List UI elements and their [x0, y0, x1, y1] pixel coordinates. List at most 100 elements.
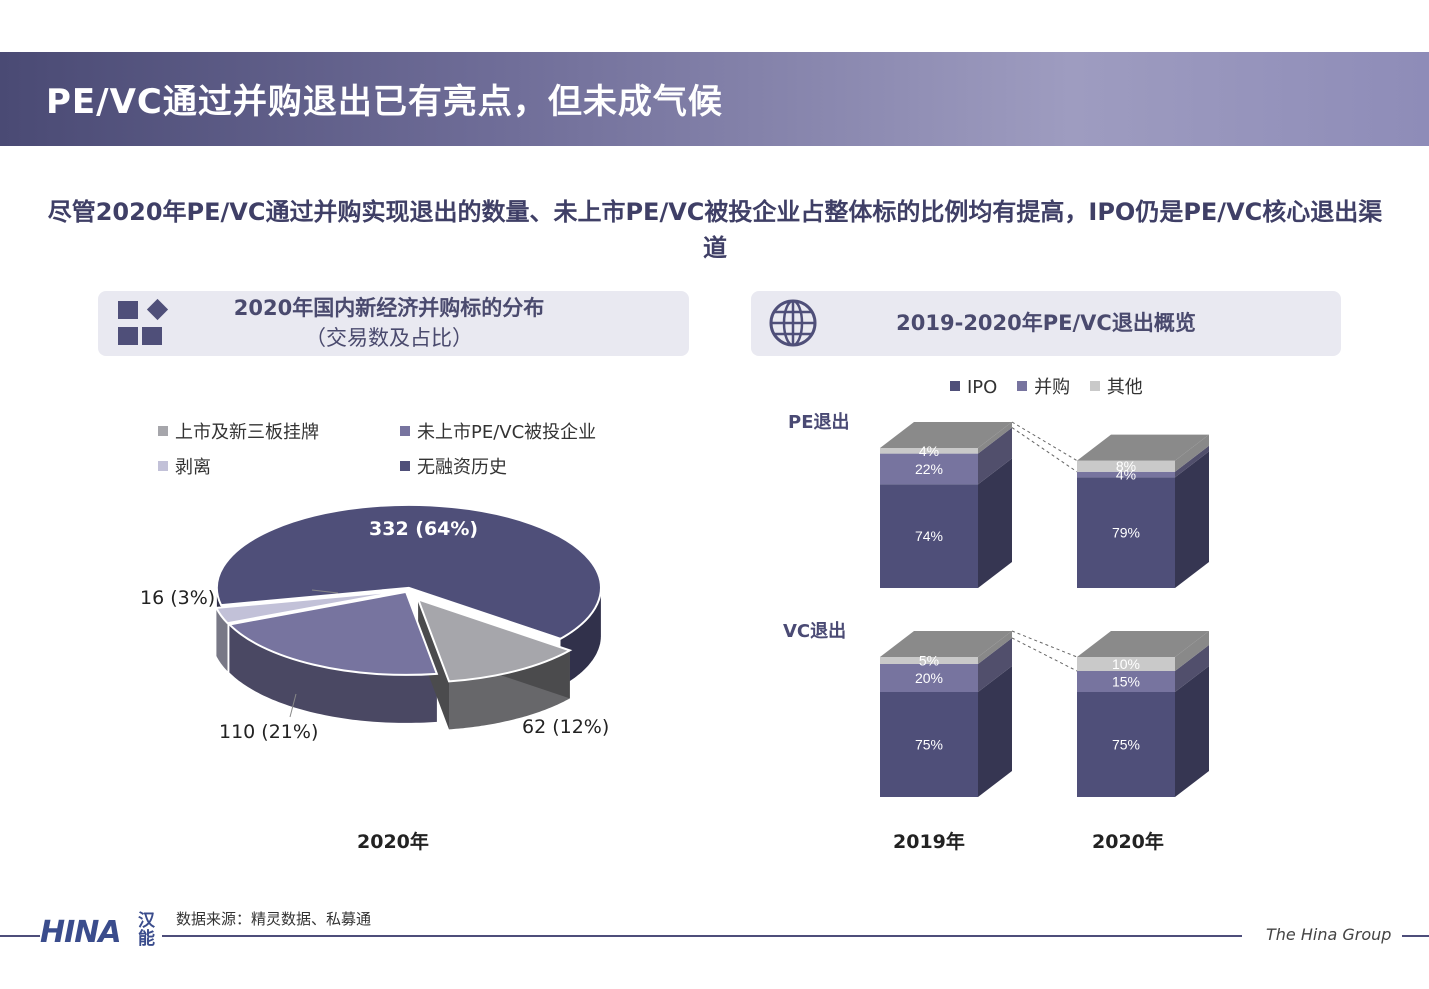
- legend-swatch: [1017, 381, 1028, 391]
- pie-slice-wall: [216, 607, 228, 672]
- pie-leader: [289, 693, 297, 718]
- bar-side-其他: [1175, 434, 1209, 472]
- pe-exit-label: PE退出: [788, 412, 850, 433]
- grid-diamond-icon: [118, 298, 169, 345]
- pie-slice-side: [229, 624, 437, 723]
- bar-segment-其他: [880, 657, 978, 664]
- bar-top: [1077, 631, 1209, 657]
- bar-side-并购: [1175, 445, 1209, 478]
- bar-side-IPO: [978, 666, 1012, 797]
- bar-side-其他: [978, 422, 1012, 454]
- bar-value-label: 20%: [915, 670, 943, 686]
- legend-swatch: [1089, 381, 1100, 391]
- bar-legend: IPO 并购 其他: [950, 373, 1143, 399]
- pie-slice-未上市PE/VC被投企业: [227, 590, 439, 676]
- pie-chart: [214, 503, 602, 730]
- bar-panel-header: 2019-2020年PE/VC退出概览: [751, 291, 1341, 356]
- bar-top: [880, 422, 1012, 448]
- page-subtitle: 尽管2020年PE/VC通过并购实现退出的数量、未上市PE/VC被投企业占整体标…: [47, 198, 1383, 262]
- bar-segment-IPO: [1077, 692, 1175, 797]
- bar-segment-其他: [1077, 460, 1175, 472]
- pie-xlabel: 2020年: [357, 831, 429, 853]
- pie-panel-title: 2020年国内新经济并购标的分布: [233, 296, 545, 320]
- company-logo-cn: 汉能: [138, 911, 155, 949]
- page-title: PE/VC通过并购退出已有亮点，但未成气候: [46, 82, 723, 122]
- pie-leader: [311, 589, 339, 594]
- bar-segment-并购: [880, 453, 978, 485]
- bar-segment-并购: [1077, 471, 1175, 478]
- pie-label-16: 16 (3%): [140, 587, 216, 609]
- pie-slice-wall: [560, 587, 601, 687]
- bar-side-并购: [1175, 645, 1209, 692]
- legend-label: 无融资历史: [417, 457, 507, 478]
- bar-connector: [1011, 421, 1078, 462]
- bar-side-其他: [978, 631, 1012, 664]
- pie-slice-无融资历史: [215, 503, 602, 640]
- stacked-bar-chart: 74%22%4%79%4%8%75%20%5%75%15%10%: [880, 421, 1209, 797]
- footer-line-mid: [162, 935, 1242, 937]
- footer-line-left: [0, 935, 40, 937]
- legend-label: IPO: [967, 377, 998, 398]
- bar-segment-IPO: [880, 692, 978, 797]
- bar-segment-并购: [880, 664, 978, 692]
- footer-line-right: [1402, 935, 1429, 937]
- bar-value-label: 4%: [1116, 467, 1136, 483]
- bar-xlabel-2020: 2020年: [1092, 831, 1164, 853]
- legend-label: 未上市PE/VC被投企业: [417, 422, 597, 443]
- bar-side-并购: [978, 427, 1012, 485]
- bar-segment-并购: [1077, 671, 1175, 692]
- bar-value-label: 15%: [1112, 674, 1140, 690]
- bar-value-label: 8%: [1116, 458, 1136, 474]
- bar-value-label: 5%: [919, 653, 939, 669]
- company-logo: HINA: [40, 915, 122, 950]
- bar-panel-title: 2019-2020年PE/VC退出概览: [896, 311, 1196, 335]
- bar-value-label: 75%: [1112, 737, 1140, 753]
- bar-side-IPO: [1175, 666, 1209, 797]
- bar-connector: [1011, 630, 1078, 658]
- legend-swatch: [400, 461, 410, 471]
- brand-name: The Hina Group: [1266, 925, 1392, 944]
- pie-slice-wall: [229, 624, 437, 723]
- pie-label-332: 332 (64%): [369, 518, 479, 540]
- bar-side-并购: [978, 638, 1012, 692]
- bar-value-label: 75%: [915, 737, 943, 753]
- legend-swatch: [158, 426, 168, 436]
- bar-side-IPO: [978, 458, 1012, 588]
- pie-panel-subtitle: （交易数及占比）: [305, 326, 473, 350]
- legend-swatch: [400, 426, 410, 436]
- bar-value-label: 10%: [1112, 656, 1140, 672]
- pie-legend-item: 剥离: [158, 453, 211, 479]
- pie-slice-上市及新三板挂牌: [416, 597, 573, 683]
- legend-label: 上市及新三板挂牌: [175, 422, 319, 443]
- bar-side-其他: [1175, 631, 1209, 671]
- bar-value-label: 22%: [915, 461, 943, 477]
- data-source: 数据来源：精灵数据、私募通: [176, 910, 372, 928]
- bar-connector: [1011, 427, 1078, 473]
- title-banner: PE/VC通过并购退出已有亮点，但未成气候: [0, 52, 1429, 146]
- vc-exit-label: VC退出: [783, 621, 847, 642]
- legend-label: 并购: [1034, 377, 1071, 398]
- bar-xlabel-2019: 2019年: [893, 831, 965, 853]
- legend-label: 剥离: [175, 457, 211, 478]
- bar-top: [1077, 434, 1209, 461]
- pie-slice-side: [216, 607, 228, 672]
- bar-value-label: 79%: [1112, 525, 1140, 541]
- bar-value-label: 74%: [915, 528, 943, 544]
- pie-legend-item: 无融资历史: [400, 453, 507, 479]
- bar-top: [880, 631, 1012, 657]
- bar-segment-IPO: [1077, 477, 1175, 588]
- pie-panel-header: 2020年国内新经济并购标的分布 （交易数及占比）: [98, 291, 689, 356]
- legend-swatch: [158, 461, 168, 471]
- legend-swatch: [950, 381, 960, 391]
- pie-slice-剥离: [214, 589, 405, 625]
- bar-segment-IPO: [880, 484, 978, 588]
- bar-value-label: 4%: [919, 443, 939, 459]
- pie-label-62: 62 (12%): [522, 716, 610, 738]
- bar-side-IPO: [1175, 451, 1209, 588]
- bar-segment-其他: [1077, 657, 1175, 671]
- bar-connector: [1011, 637, 1078, 672]
- pie-legend-item: 上市及新三板挂牌: [158, 418, 319, 444]
- bar-segment-其他: [880, 448, 978, 454]
- legend-label: 其他: [1106, 377, 1143, 398]
- pie-legend-item: 未上市PE/VC被投企业: [400, 418, 596, 444]
